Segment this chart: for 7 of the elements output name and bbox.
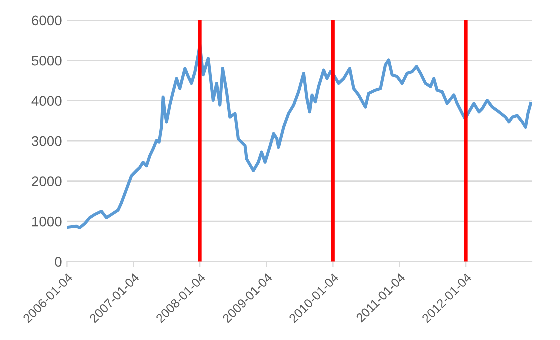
y-tick-label: 5000: [32, 56, 62, 66]
y-tick-label: 3000: [32, 136, 62, 146]
y-tick-label: 6000: [32, 16, 62, 26]
y-tick-label: 0: [55, 257, 62, 267]
y-tick-label: 1000: [32, 216, 62, 227]
y-tick-label: 4000: [32, 96, 62, 106]
y-tick-label: 2000: [32, 176, 62, 187]
